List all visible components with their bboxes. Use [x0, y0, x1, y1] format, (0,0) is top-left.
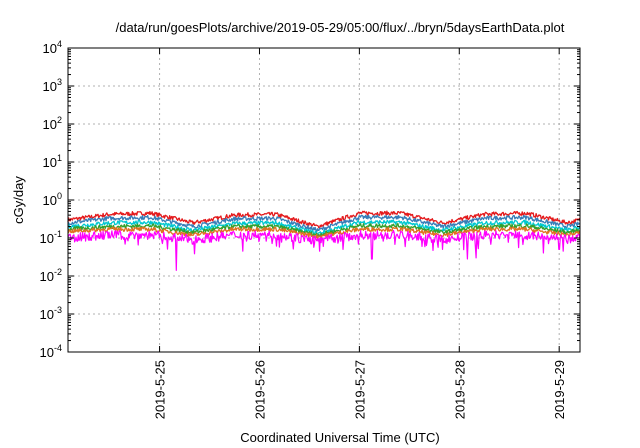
axis-ticks: 10-4 10-3 10-2 10-1 100 101 102 103 104 2019-5-25…: [40, 39, 580, 419]
series-line: [67, 214, 581, 233]
x-tick-label: 2019-5-26: [252, 360, 267, 419]
y-tick-label: 104: [43, 39, 62, 56]
chart-title: /data/run/goesPlots/archive/2019-05-29/0…: [116, 20, 565, 35]
y-tick-label: 10-1: [40, 229, 62, 246]
x-tick-label: 2019-5-29: [552, 360, 567, 419]
y-tick-label: 10-3: [40, 305, 62, 322]
y-axis-label: cGy/day: [11, 176, 26, 224]
series-line: [67, 229, 581, 271]
y-tick-label: 10-4: [40, 343, 62, 360]
x-tick-label: 2019-5-27: [352, 360, 367, 419]
series-line: [67, 226, 581, 239]
y-tick-label: 102: [43, 115, 62, 132]
x-tick-label: 2019-5-28: [452, 360, 467, 419]
y-tick-label: 101: [43, 153, 62, 170]
x-axis-label: Coordinated Universal Time (UTC): [240, 430, 439, 445]
y-tick-label: 103: [43, 77, 62, 94]
series-line: [67, 210, 581, 229]
series-group: [67, 210, 581, 271]
y-tick-label: 100: [43, 191, 62, 208]
y-tick-label: 10-2: [40, 267, 62, 284]
grid: [68, 48, 580, 352]
x-tick-label: 2019-5-25: [153, 360, 168, 419]
